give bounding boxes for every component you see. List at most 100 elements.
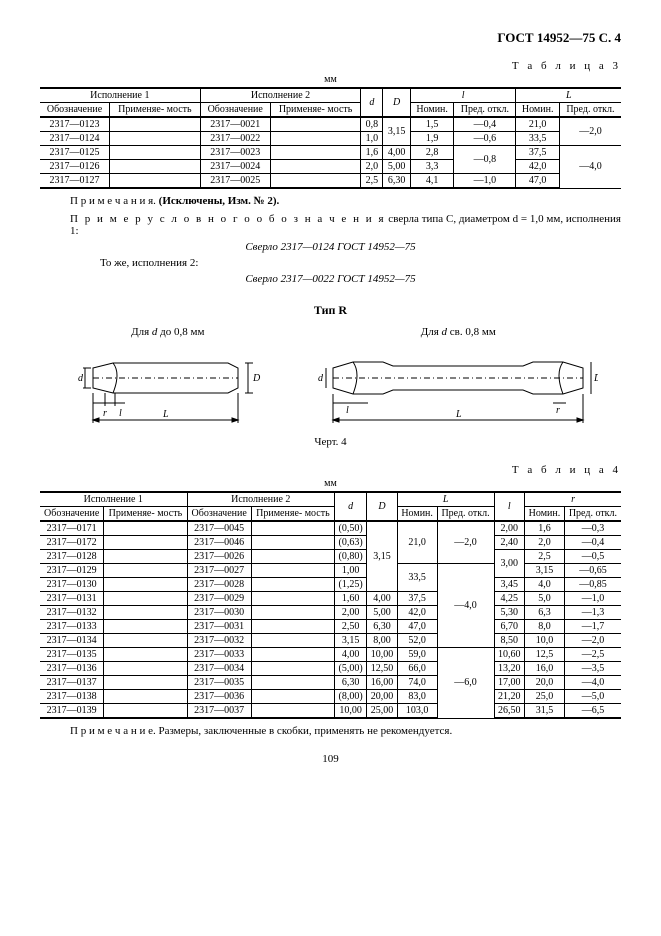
diagram-right-label: Для d св. 0,8 мм — [318, 326, 598, 338]
diagram-left-label: Для d до 0,8 мм — [63, 326, 273, 338]
table-cell: 4,0 — [525, 578, 565, 592]
table-cell: 3,15 — [525, 564, 565, 578]
table-cell: 2,0 — [525, 536, 565, 550]
table-cell: 2317—0031 — [187, 620, 251, 634]
table-cell: 2317—0135 — [40, 648, 104, 662]
table3-label: Т а б л и ц а 3 — [40, 60, 621, 72]
table-cell: —4,0 — [564, 676, 621, 690]
table-cell — [104, 690, 187, 704]
standard-header: ГОСТ 14952—75 С. 4 — [40, 30, 621, 46]
table-cell — [251, 620, 334, 634]
table-cell: 2317—0023 — [200, 146, 270, 160]
table-cell — [251, 662, 334, 676]
diagram-right: Для d св. 0,8 мм d D l r — [318, 326, 598, 428]
table-cell: 74,0 — [397, 676, 437, 690]
table-cell: 10,00 — [367, 648, 397, 662]
table-cell: 1,00 — [335, 564, 367, 578]
diagram-caption: Черт. 4 — [40, 436, 621, 448]
table-cell: 6,30 — [367, 620, 397, 634]
table-cell: 2317—0133 — [40, 620, 104, 634]
table-cell: 26,50 — [494, 704, 524, 719]
table-cell: 8,00 — [367, 634, 397, 648]
table-cell: 21,20 — [494, 690, 524, 704]
footnote: П р и м е ч а н и е. Размеры, заключенны… — [70, 725, 621, 737]
page-number: 109 — [40, 753, 621, 765]
table-cell: 3,15 — [383, 117, 411, 146]
t4-r: r — [525, 492, 621, 507]
table-cell: 3,3 — [410, 160, 453, 174]
table-cell — [104, 521, 187, 536]
type-r-heading: Тип R — [40, 303, 621, 318]
table-cell — [104, 676, 187, 690]
table-cell: 10,60 — [494, 648, 524, 662]
table-cell: 2317—0027 — [187, 564, 251, 578]
table-cell: 5,30 — [494, 606, 524, 620]
table-cell: 33,5 — [516, 132, 559, 146]
table-cell: (0,63) — [335, 536, 367, 550]
table-cell: 2317—0123 — [40, 117, 110, 132]
table-cell: —0,6 — [454, 132, 516, 146]
table-cell: 12,5 — [525, 648, 565, 662]
table-cell: 31,5 — [525, 704, 565, 719]
table-cell: 2317—0124 — [40, 132, 110, 146]
table-cell — [251, 676, 334, 690]
table-cell: 16,00 — [367, 676, 397, 690]
table-cell: 47,0 — [397, 620, 437, 634]
table-cell — [270, 132, 361, 146]
table-cell: 33,5 — [397, 564, 437, 592]
th-Lnom: Номин. — [516, 103, 559, 118]
svg-text:l: l — [119, 408, 122, 419]
t4-l: l — [494, 492, 524, 521]
table-cell — [104, 704, 187, 719]
table-cell: 2317—0035 — [187, 676, 251, 690]
table-cell: 6,70 — [494, 620, 524, 634]
svg-text:d: d — [78, 373, 84, 384]
table-cell: (1,25) — [335, 578, 367, 592]
table-cell: —1,3 — [564, 606, 621, 620]
table-cell: 2317—0033 — [187, 648, 251, 662]
table-cell — [110, 132, 201, 146]
svg-text:D: D — [252, 373, 261, 384]
table-cell: 2317—0139 — [40, 704, 104, 719]
table-cell: 10,0 — [525, 634, 565, 648]
diagrams-row: Для d до 0,8 мм d D r l — [40, 326, 621, 428]
table4-label: Т а б л и ц а 4 — [40, 464, 621, 476]
table-cell: (5,00) — [335, 662, 367, 676]
table-cell: 2317—0028 — [187, 578, 251, 592]
svg-text:D: D — [593, 373, 598, 384]
table-cell: 37,5 — [516, 146, 559, 160]
table-cell: 20,00 — [367, 690, 397, 704]
table-cell: 2317—0036 — [187, 690, 251, 704]
table-cell: —6,5 — [564, 704, 621, 719]
table-cell: —2,0 — [437, 521, 494, 564]
table-cell: 83,0 — [397, 690, 437, 704]
table-cell: (0,80) — [335, 550, 367, 564]
th-oboz2: Обозначение — [200, 103, 270, 118]
table-cell — [104, 634, 187, 648]
t4-d: d — [335, 492, 367, 521]
th-prim2: Применяе- мость — [270, 103, 361, 118]
table-cell: —0,3 — [564, 521, 621, 536]
table-cell: 2,5 — [361, 174, 383, 189]
table-cell — [104, 648, 187, 662]
table-cell: (8,00) — [335, 690, 367, 704]
t4-L: L — [397, 492, 494, 507]
table-cell — [104, 550, 187, 564]
table-cell: 4,00 — [367, 592, 397, 606]
table-cell: 4,25 — [494, 592, 524, 606]
table-cell: 2317—0130 — [40, 578, 104, 592]
table-cell: 5,00 — [383, 160, 411, 174]
table-cell: 12,50 — [367, 662, 397, 676]
table-cell: 2317—0129 — [40, 564, 104, 578]
table-cell: 2317—0127 — [40, 174, 110, 189]
table-cell: 4,00 — [383, 146, 411, 160]
th-oboz1: Обозначение — [40, 103, 110, 118]
table-cell: 1,6 — [525, 521, 565, 536]
table-cell: —0,85 — [564, 578, 621, 592]
table-cell — [251, 634, 334, 648]
table-cell: 0,8 — [361, 117, 383, 132]
table-cell: —0,8 — [454, 146, 516, 174]
th-d: d — [361, 88, 383, 117]
table-cell: 2317—0134 — [40, 634, 104, 648]
table-cell: 2317—0137 — [40, 676, 104, 690]
